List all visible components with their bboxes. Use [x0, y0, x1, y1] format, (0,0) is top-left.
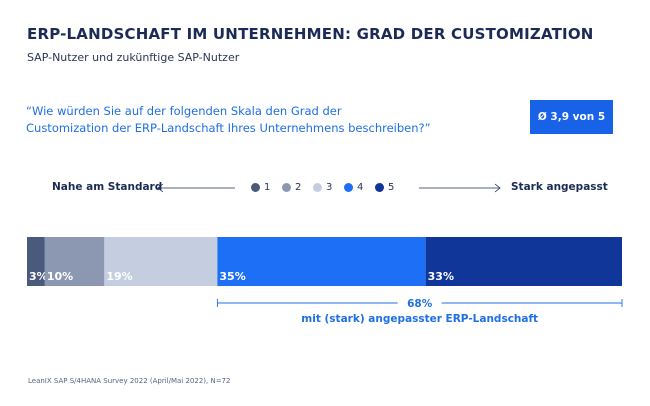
- bar-segment-4: [217, 237, 426, 286]
- scale-right-label: Stark angepasst: [511, 181, 608, 193]
- bar-segment-3: [104, 237, 218, 286]
- annotation-value: 68%: [407, 298, 433, 310]
- scale-left-label: Nahe am Standard: [52, 181, 163, 193]
- bar-label-1: 3%: [29, 270, 48, 283]
- source-footnote: LeanIX SAP S/4HANA Survey 2022 (April/Ma…: [28, 377, 231, 385]
- chart-subtitle: SAP-Nutzer und zukünftige SAP-Nutzer: [27, 51, 240, 64]
- legend-item-2: 2: [282, 182, 301, 193]
- right-arrow-icon: [419, 183, 501, 193]
- bar-label-5: 33%: [428, 270, 454, 283]
- bar-label-3: 19%: [106, 270, 132, 283]
- survey-question-line-1: “Wie würden Sie auf der folgenden Skala …: [26, 104, 342, 118]
- legend-item-3: 3: [313, 182, 332, 193]
- survey-question: “Wie würden Sie auf der folgenden Skala …: [26, 103, 506, 137]
- legend-label-2: 2: [295, 182, 302, 193]
- legend-dot-1: [251, 183, 260, 192]
- bar-segment-1: [27, 237, 45, 286]
- bar-segment-5: [425, 237, 622, 286]
- legend-label-3: 3: [326, 182, 333, 193]
- legend-label-4: 4: [357, 182, 364, 193]
- legend-item-4: 4: [344, 182, 363, 193]
- legend-label-5: 5: [388, 182, 395, 193]
- bar-label-2: 10%: [47, 270, 73, 283]
- survey-question-line-2: Customization der ERP-Landschaft Ihres U…: [26, 121, 431, 135]
- legend-dot-2: [282, 183, 291, 192]
- annotation-bracket: [216, 299, 623, 307]
- legend-dot-5: [375, 183, 384, 192]
- legend-item-1: 1: [251, 182, 270, 193]
- left-arrow-icon: [157, 183, 235, 193]
- chart-title: ERP-LANDSCHAFT IM UNTERNEHMEN: GRAD DER …: [27, 25, 594, 43]
- legend-item-5: 5: [375, 182, 394, 193]
- average-score-badge: Ø 3,9 von 5: [530, 100, 613, 134]
- bar-segment-2: [44, 237, 105, 286]
- annotation-text: mit (stark) angepasster ERP-Landschaft: [301, 313, 538, 325]
- bar-label-4: 35%: [219, 270, 245, 283]
- legend-dot-3: [313, 183, 322, 192]
- legend-dot-4: [344, 183, 353, 192]
- legend-label-1: 1: [264, 182, 271, 193]
